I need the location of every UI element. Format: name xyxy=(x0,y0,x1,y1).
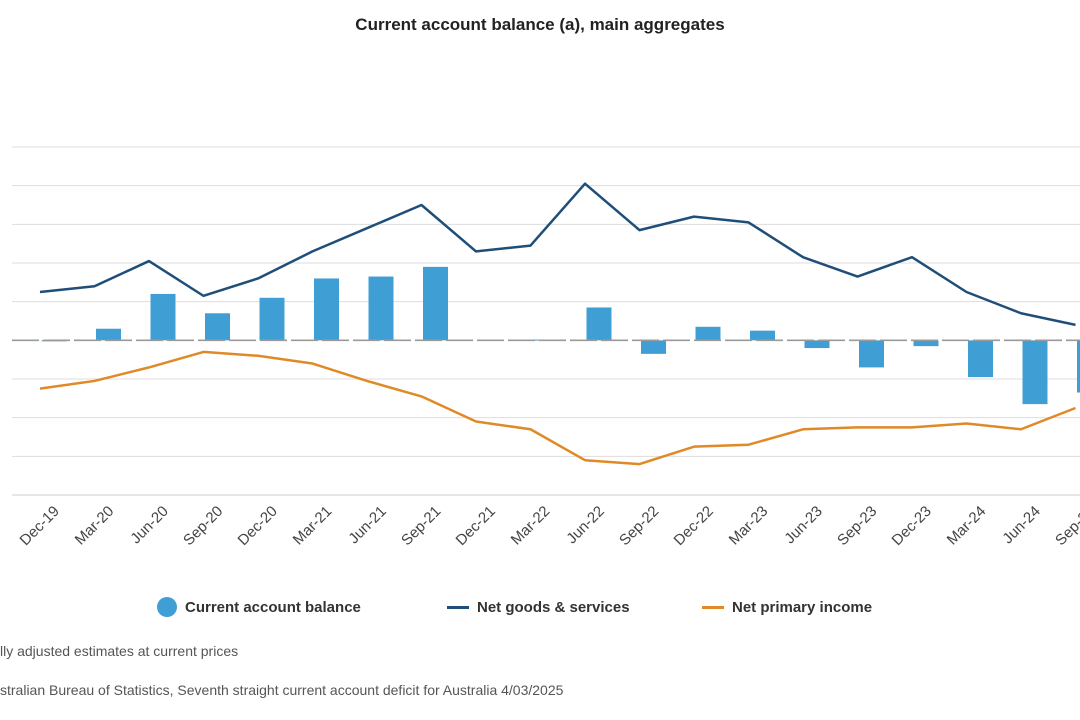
x-tick-labels: Dec-19 Mar-20 Jun-20 Sep-20 Dec-20 Mar-21 Jun-… xyxy=(17,503,1080,549)
x-tick-Dec-22: Dec-22 xyxy=(671,503,717,549)
bar-Dec-23[interactable] xyxy=(913,340,939,347)
bar-Mar-24[interactable] xyxy=(968,340,993,378)
bar-Sep-24[interactable] xyxy=(1077,340,1080,393)
bar-series xyxy=(41,266,1080,405)
footnote-note: lly adjusted estimates at current prices xyxy=(0,643,239,659)
x-tick-Mar-20: Mar-20 xyxy=(72,503,118,549)
legend-item-net-primary-income[interactable]: Net primary income xyxy=(702,595,872,619)
x-tick-Dec-20: Dec-20 xyxy=(235,503,281,549)
legend: Current account balance Net goods & serv… xyxy=(0,595,1080,619)
bar-Jun-22[interactable] xyxy=(586,307,612,341)
x-tick-Sep-23: Sep-23 xyxy=(834,503,880,549)
x-tick-Dec-23: Dec-23 xyxy=(889,503,935,549)
x-tick-Mar-24: Mar-24 xyxy=(944,503,990,549)
legend-swatch-net-goods-services xyxy=(447,605,469,609)
x-tick-Dec-21: Dec-21 xyxy=(453,503,499,549)
x-tick-Sep-21: Sep-21 xyxy=(398,503,444,549)
bar-Mar-20[interactable] xyxy=(96,328,121,341)
legend-item-net-goods-services[interactable]: Net goods & services xyxy=(447,595,630,619)
x-tick-Jun-24: Jun-24 xyxy=(999,503,1043,547)
bar-Mar-23[interactable] xyxy=(750,330,775,341)
chart-plot: Dec-19 Mar-20 Jun-20 Sep-20 Dec-20 Mar-21 Jun-… xyxy=(12,146,1080,549)
line-series xyxy=(39,182,1076,466)
line-net-goods-services[interactable] xyxy=(39,182,1076,327)
legend-label-current-account-balance: Current account balance xyxy=(185,598,361,616)
legend-label-net-primary-income: Net primary income xyxy=(732,598,873,616)
legend-label-net-goods-services: Net goods & services xyxy=(477,598,630,616)
bar-Sep-21[interactable] xyxy=(423,266,448,341)
grid-lines xyxy=(12,146,1080,496)
footnote-source: stralian Bureau of Statistics, Seventh s… xyxy=(0,682,564,698)
line-net-primary-income[interactable] xyxy=(39,350,1076,466)
legend-swatch-current-account-balance xyxy=(157,597,177,617)
x-tick-Mar-21: Mar-21 xyxy=(290,503,336,549)
bar-Mar-21[interactable] xyxy=(314,278,339,341)
bar-Jun-21[interactable] xyxy=(368,276,394,341)
bar-Jun-23[interactable] xyxy=(804,340,830,349)
bar-Sep-22[interactable] xyxy=(641,340,666,354)
x-tick-Sep-24: Sep-24 xyxy=(1052,503,1080,549)
legend-swatch-net-primary-income xyxy=(702,605,724,609)
bar-Dec-22[interactable] xyxy=(695,326,721,341)
x-tick-Sep-20: Sep-20 xyxy=(180,503,226,549)
bar-Jun-24[interactable] xyxy=(1022,340,1048,405)
x-tick-Jun-20: Jun-20 xyxy=(127,503,171,547)
x-tick-Mar-23: Mar-23 xyxy=(726,503,772,549)
x-tick-Mar-22: Mar-22 xyxy=(508,503,554,549)
x-tick-Jun-21: Jun-21 xyxy=(345,503,389,547)
bar-Dec-20[interactable] xyxy=(259,297,285,341)
x-tick-Dec-19: Dec-19 xyxy=(17,503,63,549)
bar-Sep-20[interactable] xyxy=(205,313,230,341)
bar-Sep-23[interactable] xyxy=(859,340,884,368)
x-tick-Jun-23: Jun-23 xyxy=(781,503,825,547)
x-tick-Sep-22: Sep-22 xyxy=(616,503,662,549)
bar-Jun-20[interactable] xyxy=(150,293,176,341)
x-tick-Jun-22: Jun-22 xyxy=(563,503,607,547)
legend-item-current-account-balance[interactable]: Current account balance xyxy=(157,595,361,619)
chart-title: Current account balance (a), main aggreg… xyxy=(355,15,725,34)
